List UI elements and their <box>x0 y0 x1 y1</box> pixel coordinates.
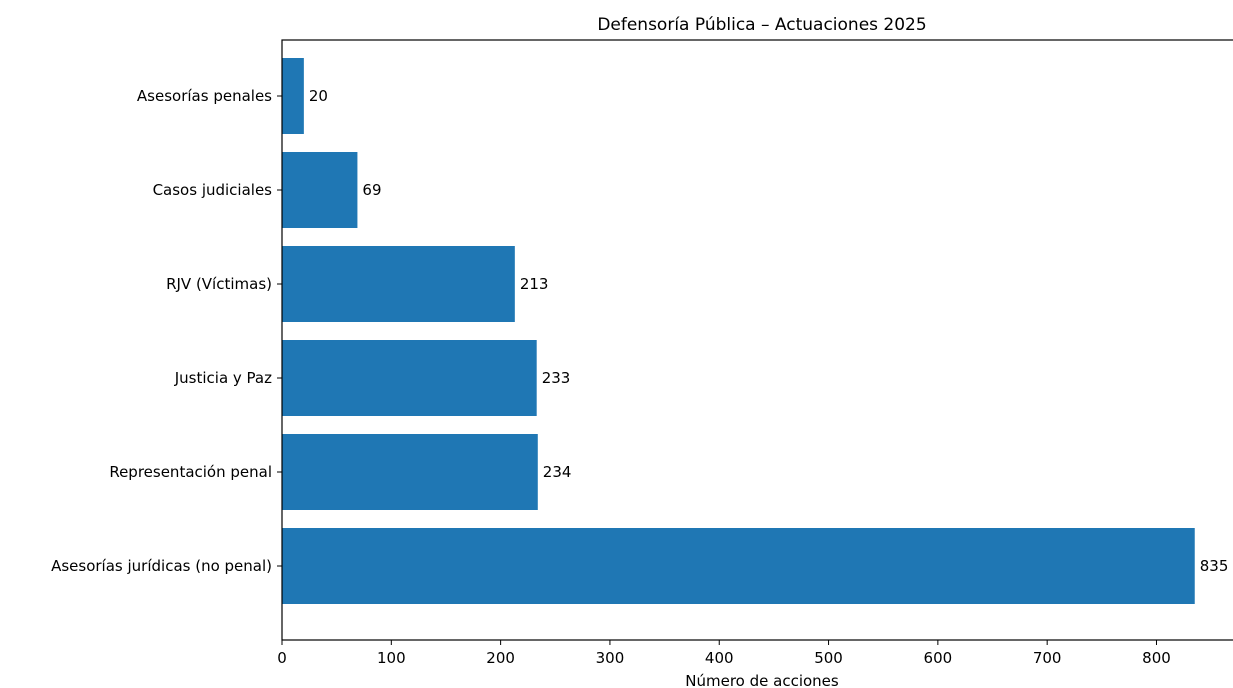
bar-value-label: 20 <box>309 87 328 105</box>
y-tick-label: RJV (Víctimas) <box>166 275 272 293</box>
bar-value-label: 69 <box>362 181 381 199</box>
plot-frame <box>281 39 1233 641</box>
y-tick-label: Justicia y Paz <box>174 369 272 387</box>
x-axis-ticks: 0 100 200 300 400 500 600 700 800 <box>277 640 1171 667</box>
x-tick-label: 300 <box>596 649 625 667</box>
y-tick-label: Asesorías penales <box>137 87 272 105</box>
bar <box>282 246 515 322</box>
x-tick-label: 500 <box>814 649 843 667</box>
x-tick-label: 700 <box>1033 649 1062 667</box>
bar-value-label: 233 <box>542 369 571 387</box>
x-tick-label: 200 <box>486 649 515 667</box>
bar-value-label: 835 <box>1200 557 1229 575</box>
bar <box>282 340 537 416</box>
x-tick-label: 100 <box>377 649 406 667</box>
bar <box>282 152 358 228</box>
bar-value-label: 234 <box>543 463 572 481</box>
x-tick-label: 400 <box>705 649 734 667</box>
y-tick-label: Representación penal <box>109 463 272 481</box>
bar <box>282 528 1195 604</box>
bars-group <box>282 58 1195 604</box>
bar <box>282 434 538 510</box>
y-tick-label: Asesorías jurídicas (no penal) <box>51 557 272 575</box>
y-tick-label: Casos judiciales <box>153 181 273 199</box>
chart-title: Defensoría Pública – Actuaciones 2025 <box>597 15 926 35</box>
x-tick-label: 800 <box>1142 649 1171 667</box>
y-axis-ticks: Asesorías penales Casos judiciales RJV (Ví… <box>51 87 282 575</box>
bar <box>282 58 304 134</box>
x-tick-label: 0 <box>277 649 287 667</box>
x-axis-label: Número de acciones <box>685 672 839 688</box>
x-tick-label: 600 <box>924 649 953 667</box>
bar-value-label: 213 <box>520 275 549 293</box>
bar-value-labels: 20 69 213 233 234 835 <box>309 87 1229 575</box>
